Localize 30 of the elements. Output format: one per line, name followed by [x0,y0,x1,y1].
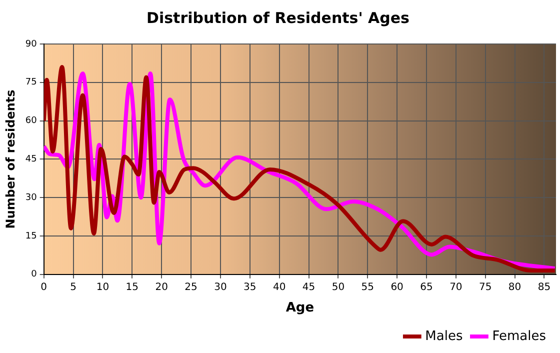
x-tick-label: 5 [70,282,76,293]
y-tick-label: 15 [25,231,37,242]
x-tick-label: 20 [155,282,168,293]
chart-title: Distribution of Residents' Ages [146,8,410,27]
x-tick-label: 45 [302,282,316,293]
x-tick-label: 50 [332,282,345,293]
x-tick-label: 40 [272,282,286,293]
x-tick-label: 70 [450,282,462,293]
y-axis-title: Number of residents [3,90,18,229]
legend-label: Females [492,328,546,344]
x-tick-label: 80 [508,282,522,293]
y-tick-label: 60 [25,116,38,126]
x-tick-label: 65 [420,282,433,293]
x-tick-label: 15 [126,282,139,293]
x-tick-label: 0 [40,282,48,293]
x-tick-label: 85 [538,282,551,293]
x-tick-label: 25 [184,282,198,293]
y-tick-label: 75 [25,78,37,88]
x-tick-label: 30 [214,282,227,293]
x-tick-label: 75 [478,282,492,293]
x-tick-label: 55 [361,282,374,293]
y-tick-label: 30 [25,192,38,203]
x-tick-label: 10 [96,282,110,293]
x-tick-label: 60 [390,282,404,293]
x-tick-label: 35 [244,282,256,293]
x-axis-title: Age [286,300,314,316]
legend-label: Males [425,328,463,344]
y-tick-label: 45 [25,154,37,165]
y-tick-label: 90 [25,39,38,50]
y-tick-label: 0 [31,270,38,280]
